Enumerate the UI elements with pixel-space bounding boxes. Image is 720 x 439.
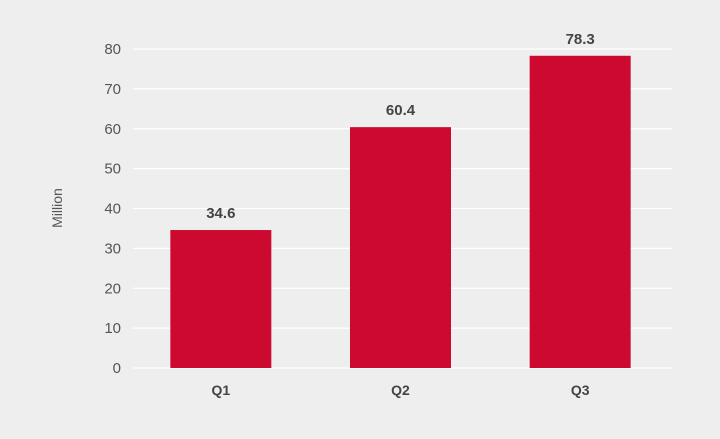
y-tick-label: 60 (104, 121, 121, 138)
y-tick-label: 20 (104, 280, 121, 297)
x-axis-ticks: Q1 Q2 Q3 (211, 382, 589, 398)
value-label: 78.3 (566, 31, 595, 48)
value-labels: 34.6 60.4 78.3 (206, 31, 595, 222)
y-axis-ticks: 0 10 20 30 40 50 60 70 80 (104, 41, 121, 377)
bar-q1 (170, 230, 272, 368)
y-tick-label: 50 (104, 161, 121, 178)
y-tick-label: 10 (104, 320, 121, 337)
y-tick-label: 70 (104, 81, 121, 98)
y-axis-title: Million (49, 188, 65, 228)
bar-q3 (529, 55, 631, 369)
y-tick-label: 80 (104, 41, 121, 58)
value-label: 34.6 (206, 205, 235, 222)
bars (170, 55, 631, 369)
bar-q2 (350, 127, 451, 368)
x-tick-label: Q3 (571, 382, 590, 398)
y-tick-label: 0 (113, 360, 121, 377)
y-tick-label: 40 (104, 201, 121, 218)
x-tick-label: Q2 (391, 382, 410, 398)
y-tick-label: 30 (104, 240, 121, 257)
x-tick-label: Q1 (211, 382, 230, 398)
value-label: 60.4 (386, 102, 416, 119)
